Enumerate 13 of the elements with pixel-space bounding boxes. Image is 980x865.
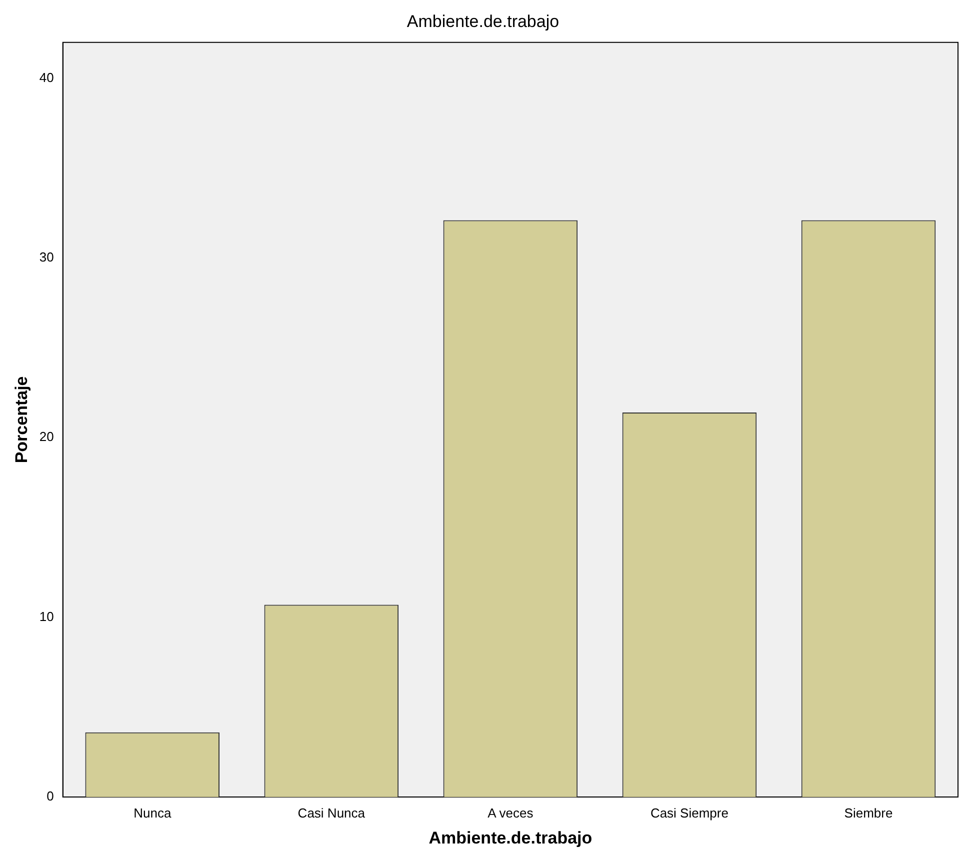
y-tick-label: 20 [39, 429, 54, 444]
x-tick-label: A veces [488, 805, 534, 820]
y-tick-label: 30 [39, 250, 54, 265]
y-tick-label: 0 [46, 788, 54, 804]
chart-title: Ambiente.de.trabajo [406, 12, 560, 31]
x-tick-label: Casi Siempre [650, 805, 728, 820]
y-tick-label: 10 [39, 608, 54, 624]
x-axis-title: Ambiente.de.trabajo [428, 828, 592, 848]
x-tick-label: Siembre [844, 805, 893, 820]
x-tick-label: Nunca [134, 805, 172, 820]
y-axis-title: Porcentaje [12, 376, 31, 464]
y-tick-label: 40 [39, 70, 54, 85]
x-tick-label: Casi Nunca [298, 805, 366, 820]
